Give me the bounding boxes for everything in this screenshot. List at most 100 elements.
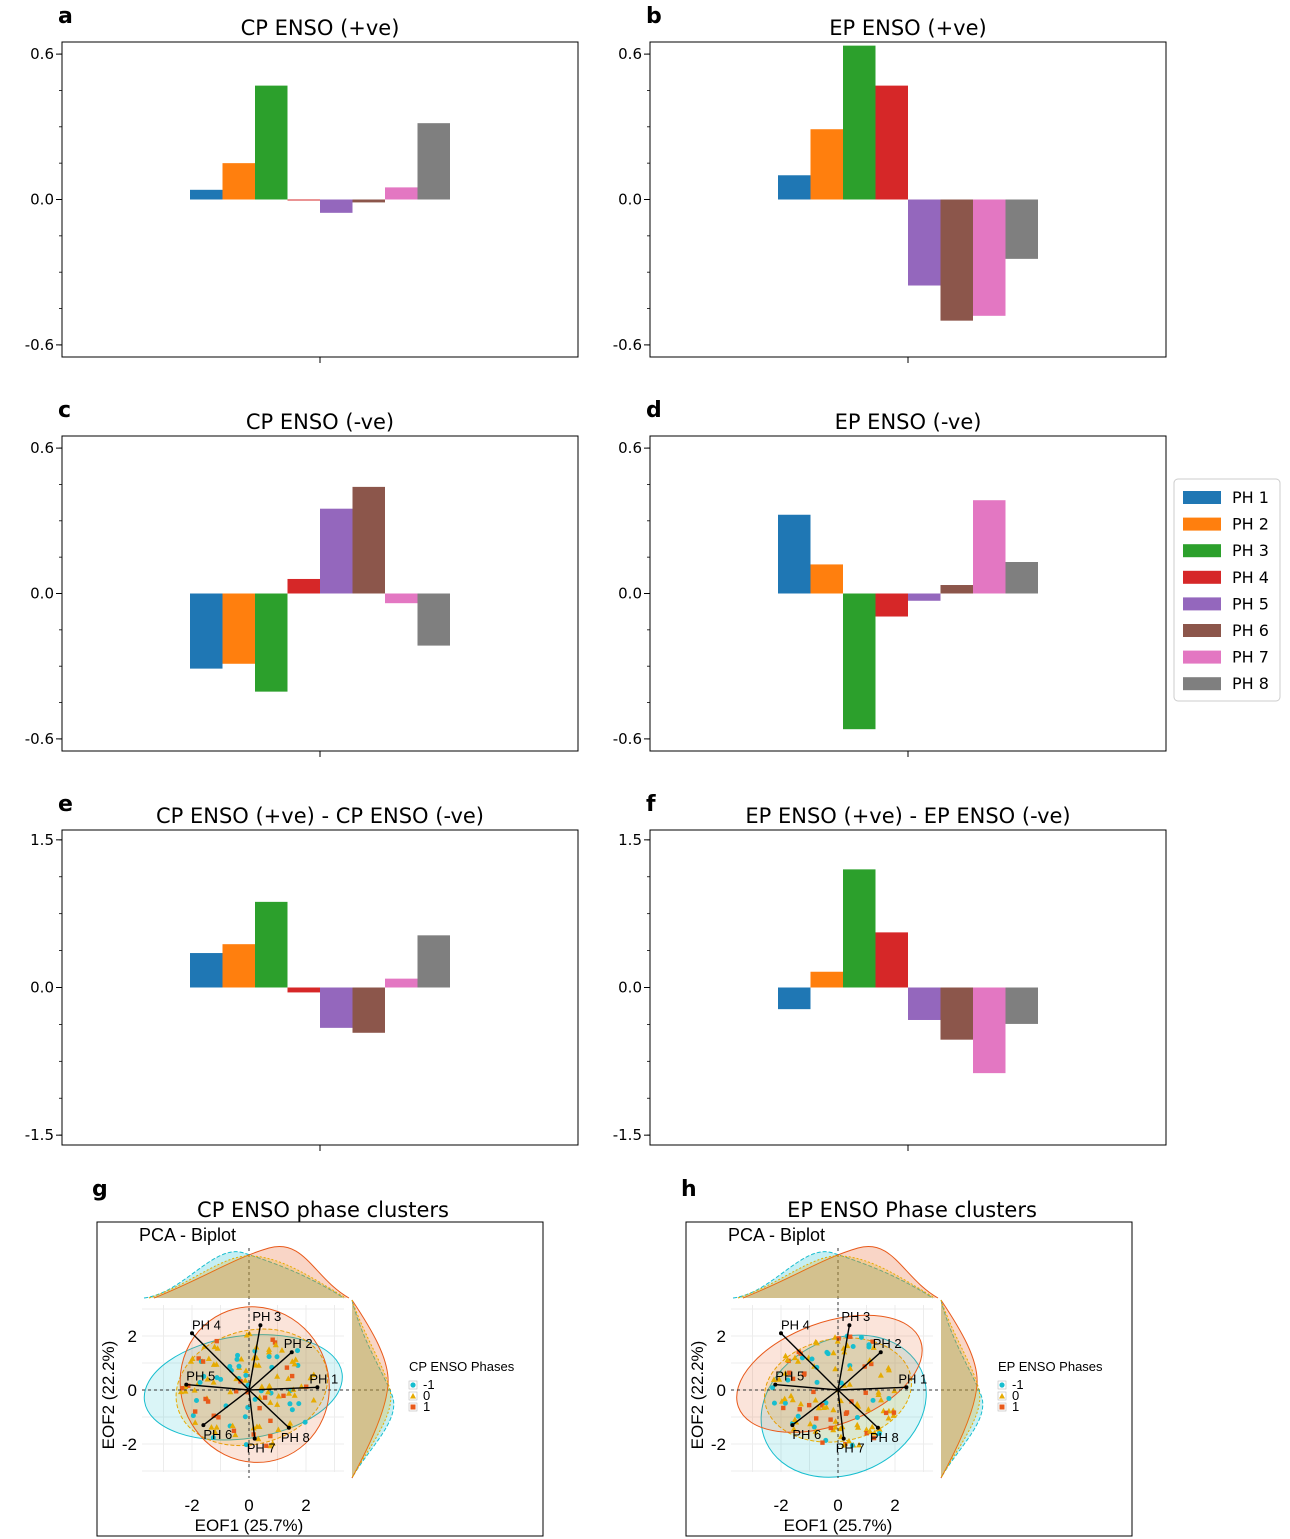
scatter-point bbox=[295, 1348, 301, 1354]
scatter-point bbox=[200, 1359, 206, 1364]
scatter-point bbox=[828, 1425, 834, 1431]
panel-title: CP ENSO phase clusters bbox=[197, 1198, 449, 1222]
scatter-point bbox=[285, 1390, 292, 1396]
y-tick-label: -0.6 bbox=[613, 336, 642, 354]
scatter-point bbox=[182, 1388, 189, 1394]
bar-b-5 bbox=[908, 199, 941, 286]
y-tick-label: 0.6 bbox=[30, 439, 54, 457]
scatter-point bbox=[304, 1384, 309, 1389]
panel-title: CP ENSO (+ve) - CP ENSO (-ve) bbox=[156, 804, 484, 828]
scatter-point bbox=[823, 1400, 829, 1406]
scatter-point bbox=[245, 1404, 251, 1410]
scatter-point bbox=[214, 1338, 219, 1344]
scatter-point bbox=[797, 1407, 802, 1412]
scatter-point bbox=[289, 1373, 295, 1379]
scatter-point bbox=[770, 1376, 777, 1383]
scatter-point bbox=[274, 1401, 281, 1407]
scatter-point bbox=[886, 1395, 892, 1401]
scatter-point bbox=[213, 1424, 220, 1430]
scatter-point bbox=[268, 1418, 273, 1424]
phase-legend-marker bbox=[999, 1393, 1005, 1399]
legend-swatch bbox=[1183, 517, 1221, 531]
legend-label: PH 3 bbox=[1232, 541, 1269, 560]
scatter-point bbox=[210, 1379, 217, 1385]
bar-b-7 bbox=[973, 199, 1006, 316]
panel-title: EP ENSO (+ve) - EP ENSO (-ve) bbox=[745, 804, 1070, 828]
scatter-point bbox=[193, 1398, 199, 1404]
scatter-point bbox=[205, 1399, 211, 1404]
scatter-point bbox=[812, 1428, 819, 1434]
scatter-point bbox=[776, 1376, 783, 1382]
scatter-point bbox=[285, 1375, 292, 1382]
bar-e-7 bbox=[385, 978, 418, 988]
bar-f-6 bbox=[940, 987, 973, 1040]
legend-label: PH 4 bbox=[1232, 568, 1269, 587]
phase-legend-title: EP ENSO Phases bbox=[998, 1359, 1103, 1374]
scatter-point bbox=[252, 1396, 258, 1402]
scatter-point bbox=[870, 1397, 876, 1403]
bar-a-6 bbox=[352, 199, 385, 203]
x-tick-label: 0 bbox=[833, 1496, 842, 1515]
scatter-point bbox=[211, 1343, 218, 1350]
scatter-point bbox=[307, 1374, 314, 1381]
loading-arrow bbox=[191, 1332, 250, 1391]
bar-f-8 bbox=[1005, 987, 1038, 1024]
scatter-point bbox=[885, 1364, 892, 1371]
panel-label: h bbox=[681, 1177, 697, 1202]
y-axis-label: EOF2 (22.2%) bbox=[688, 1341, 707, 1450]
loading-arrow bbox=[837, 1325, 851, 1391]
scatter-point bbox=[201, 1373, 207, 1379]
bar-a-2 bbox=[222, 163, 255, 200]
phase-legend-label: 1 bbox=[423, 1399, 430, 1414]
legend-label: PH 1 bbox=[1232, 488, 1269, 507]
bar-panel-c: 0.6 0.0 -0.6 CP ENSO (-ve) c bbox=[25, 398, 579, 757]
scatter-point bbox=[771, 1400, 777, 1406]
scatter-point bbox=[830, 1406, 837, 1413]
legend-swatch bbox=[1183, 597, 1221, 611]
loading-arrow bbox=[202, 1389, 250, 1426]
phase-legend-marker bbox=[999, 1404, 1005, 1410]
bar-c-6 bbox=[352, 486, 385, 594]
scatter-point bbox=[865, 1406, 872, 1412]
scatter-point bbox=[292, 1356, 299, 1362]
scatter-point bbox=[275, 1426, 282, 1432]
y-tick-label: -1.5 bbox=[25, 1126, 54, 1144]
bar-f-5 bbox=[908, 987, 941, 1020]
scatter-point bbox=[272, 1340, 278, 1345]
panel-label: b bbox=[646, 4, 662, 29]
scatter-point bbox=[790, 1425, 797, 1432]
scatter-point bbox=[785, 1377, 791, 1383]
phase-legend-marker bbox=[410, 1382, 416, 1388]
scatter-point bbox=[190, 1413, 196, 1419]
bar-c-1 bbox=[190, 593, 223, 669]
scatter-point bbox=[870, 1339, 875, 1344]
density-right bbox=[351, 1299, 395, 1479]
panel-title: CP ENSO (-ve) bbox=[246, 410, 394, 434]
scatter-point bbox=[782, 1400, 788, 1406]
scatter-point bbox=[891, 1410, 897, 1415]
scatter-point bbox=[188, 1358, 195, 1364]
scatter-point bbox=[291, 1392, 298, 1398]
legend-swatch bbox=[1183, 570, 1221, 584]
scatter-point bbox=[234, 1356, 240, 1362]
y-tick-label: 0.0 bbox=[618, 585, 642, 603]
scatter-point bbox=[812, 1338, 819, 1345]
scatter-point bbox=[211, 1413, 216, 1418]
scatter-point bbox=[205, 1355, 212, 1362]
scatter-point bbox=[213, 1361, 220, 1367]
biplot-subtitle: PCA - Biplot bbox=[728, 1225, 825, 1245]
loading-arrow bbox=[775, 1383, 839, 1391]
bar-panel-e: 1.5 0.0 -1.5 CP ENSO (+ve) - CP ENSO (-ve) e bbox=[25, 792, 579, 1151]
y-tick-label: 0.6 bbox=[30, 45, 54, 63]
legend-swatch bbox=[1183, 650, 1221, 664]
bar-d-8 bbox=[1005, 562, 1038, 594]
scatter-point bbox=[192, 1409, 198, 1414]
loading-arrow bbox=[248, 1351, 293, 1391]
bar-d-4 bbox=[875, 593, 908, 617]
bar-a-1 bbox=[190, 189, 223, 200]
density-top bbox=[732, 1251, 934, 1299]
panel-label: e bbox=[58, 792, 73, 817]
scatter-point bbox=[253, 1423, 260, 1429]
density-right bbox=[351, 1299, 392, 1479]
